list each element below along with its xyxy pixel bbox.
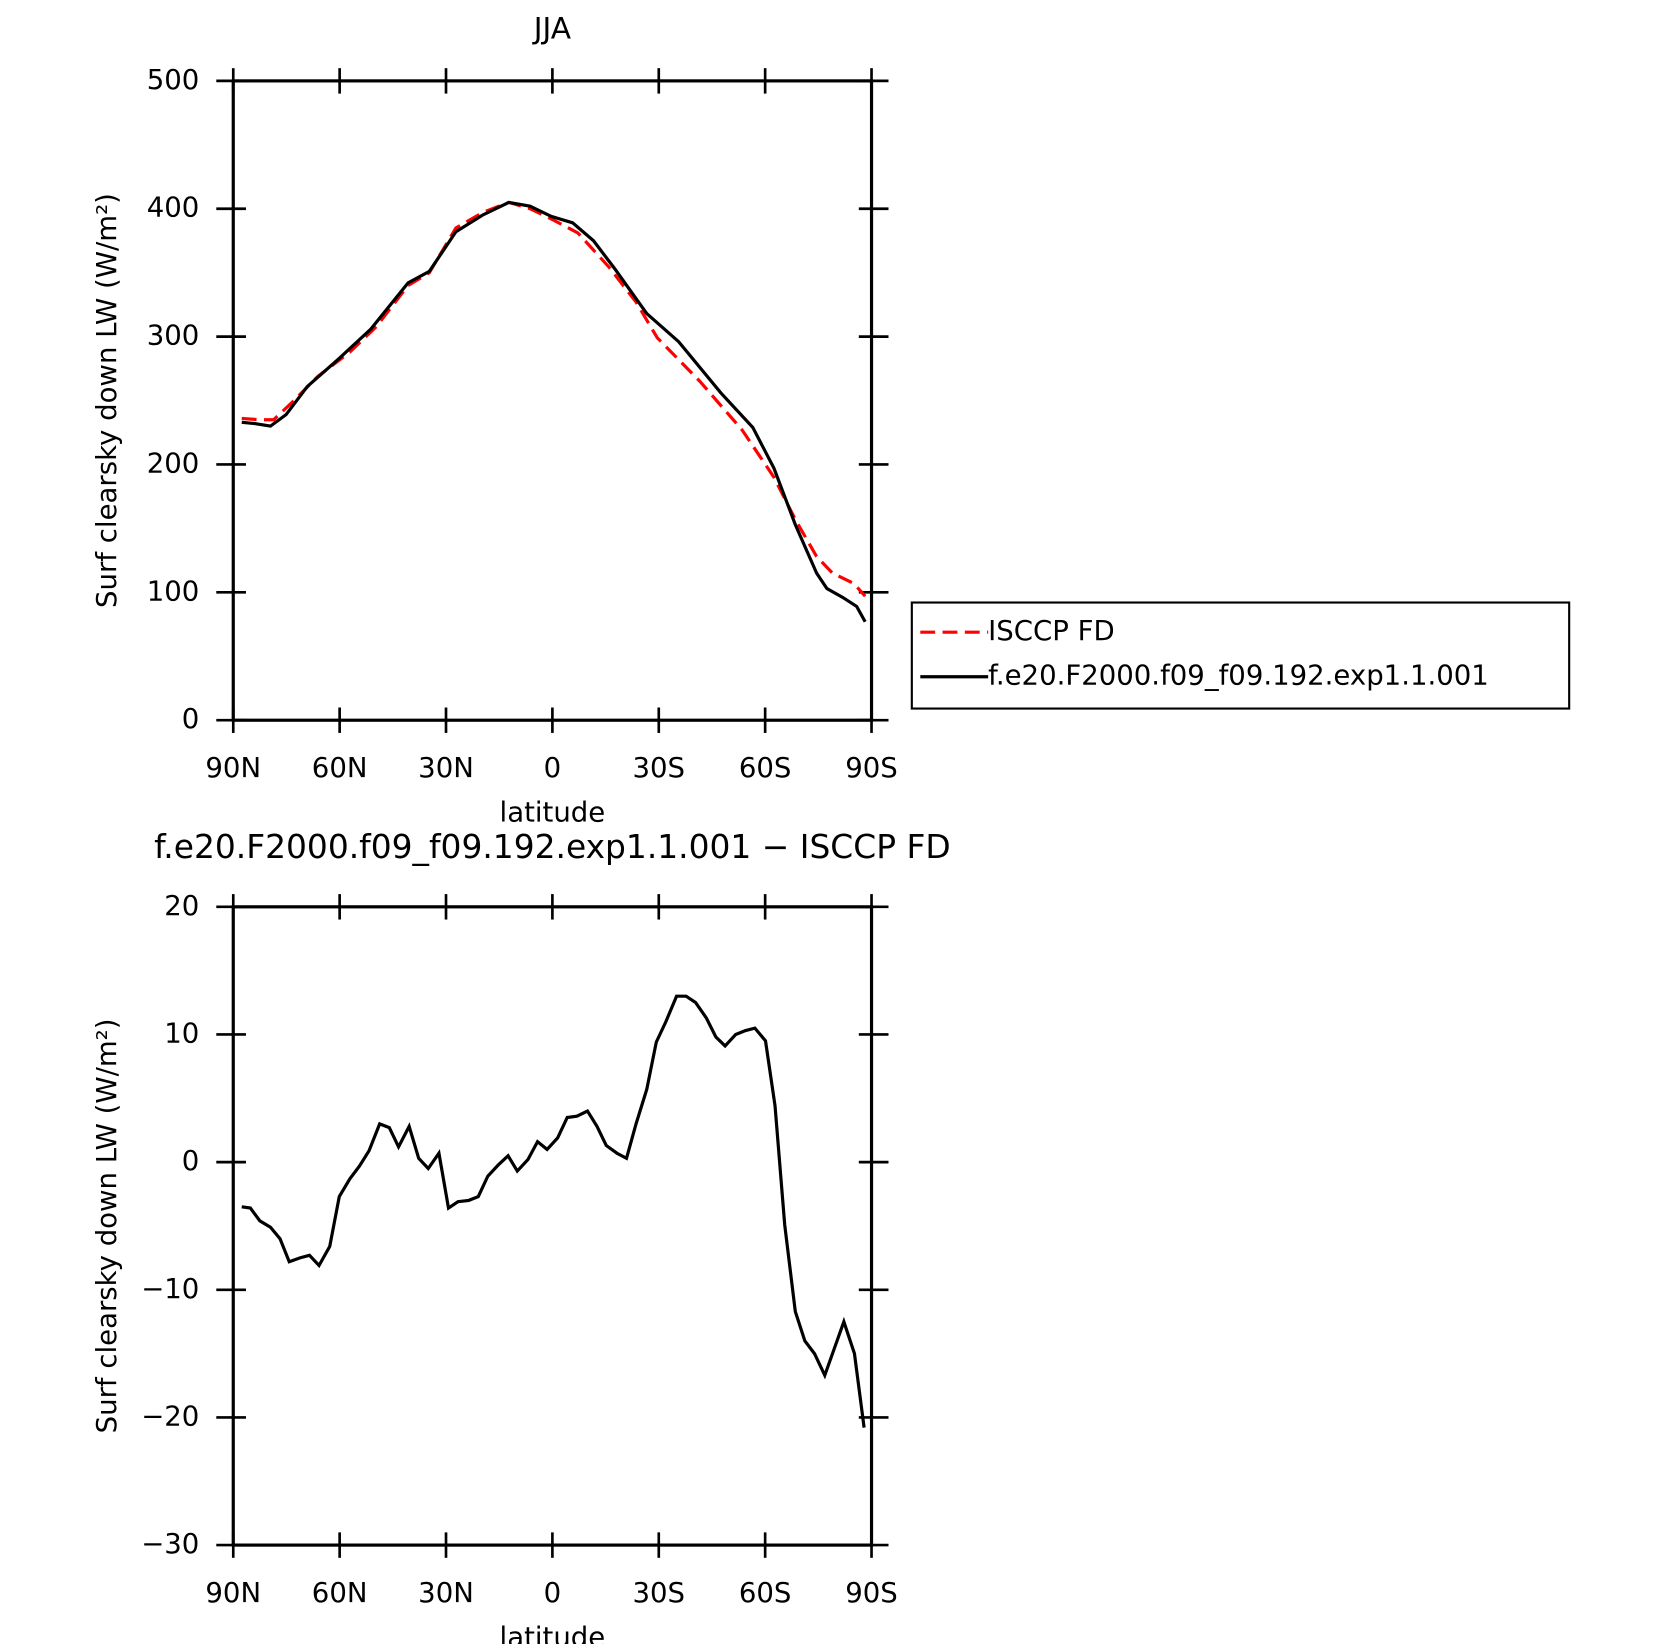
legend-label: f.e20.F2000.f09_f09.192.exp1.1.001 (988, 660, 1489, 692)
y-axis-label: Surf clearsky down LW (W/m²) (91, 193, 123, 608)
legend-box (910, 601, 1571, 710)
x-tick-label: 30S (632, 752, 685, 784)
x-tick-label: 60N (312, 1577, 368, 1609)
x-tick-label: 0 (544, 752, 562, 784)
x-tick-label: 30N (418, 752, 474, 784)
data-line (241, 200, 867, 623)
legend-label: ISCCP FD (988, 615, 1115, 647)
data-line (241, 200, 867, 598)
x-axis-label: latitude (500, 797, 606, 829)
x-tick-label: 90S (845, 1577, 898, 1609)
y-tick-label: −10 (141, 1273, 199, 1305)
data-line (241, 994, 866, 1428)
x-tick-label: 0 (544, 1577, 562, 1609)
y-tick-label: 10 (164, 1017, 199, 1049)
plot-frame (231, 79, 874, 722)
x-tick-label: 90N (205, 752, 261, 784)
y-tick-label: −30 (141, 1528, 199, 1560)
y-tick-label: −20 (141, 1400, 199, 1432)
x-tick-label: 90S (845, 752, 898, 784)
y-tick-label: 20 (164, 890, 199, 922)
x-axis-label: latitude (500, 1621, 606, 1644)
x-tick-label: 90N (205, 1577, 261, 1609)
y-tick-label: 0 (182, 1145, 200, 1177)
x-tick-label: 60N (312, 752, 368, 784)
y-tick-label: 500 (147, 64, 200, 96)
x-tick-label: 60S (739, 752, 792, 784)
y-tick-label: 200 (147, 447, 200, 479)
chart-title: JJA (532, 10, 572, 45)
y-tick-label: 300 (147, 320, 200, 352)
chart-title: f.e20.F2000.f09_f09.192.exp1.1.001 − ISC… (154, 827, 951, 866)
y-tick-label: 0 (182, 703, 200, 735)
x-tick-label: 30N (418, 1577, 474, 1609)
y-tick-label: 400 (147, 192, 200, 224)
y-tick-label: 100 (147, 575, 200, 607)
x-tick-label: 30S (632, 1577, 685, 1609)
plot-frame (231, 905, 874, 1547)
x-tick-label: 60S (739, 1577, 792, 1609)
y-axis-label: Surf clearsky down LW (W/m²) (91, 1019, 123, 1434)
